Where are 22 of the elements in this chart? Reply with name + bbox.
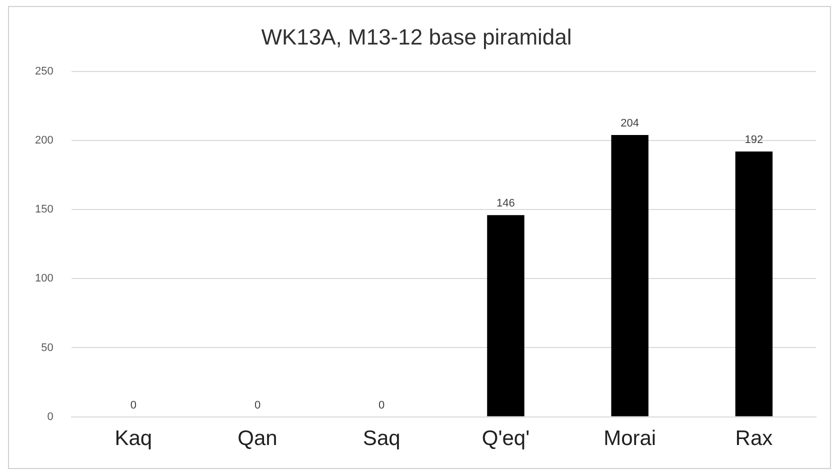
bar (611, 134, 648, 416)
data-label: 0 (254, 399, 261, 412)
x-tick-label: Q'eq' (482, 427, 530, 450)
chart-title: WK13A, M13-12 base piramidal (261, 24, 572, 50)
data-label: 0 (130, 399, 136, 412)
data-label: 0 (378, 399, 385, 412)
x-tick-label: Morai (604, 427, 656, 450)
data-label: 192 (744, 134, 764, 146)
data-label: 146 (496, 198, 515, 210)
bar (487, 215, 524, 416)
data-label: 204 (620, 117, 640, 130)
x-tick-label: Rax (735, 427, 774, 450)
x-tick-label: Qan (238, 427, 278, 450)
y-tick-label: 0 (47, 410, 54, 423)
x-tick-label: Saq (362, 427, 400, 450)
x-tick-label: Kaq (114, 427, 152, 450)
y-tick-label: 150 (34, 204, 54, 216)
y-tick-label: 100 (34, 272, 54, 285)
y-tick-label: 250 (34, 65, 54, 78)
bar (735, 152, 773, 416)
y-tick-label: 50 (41, 342, 54, 354)
y-tick-label: 200 (34, 134, 54, 147)
